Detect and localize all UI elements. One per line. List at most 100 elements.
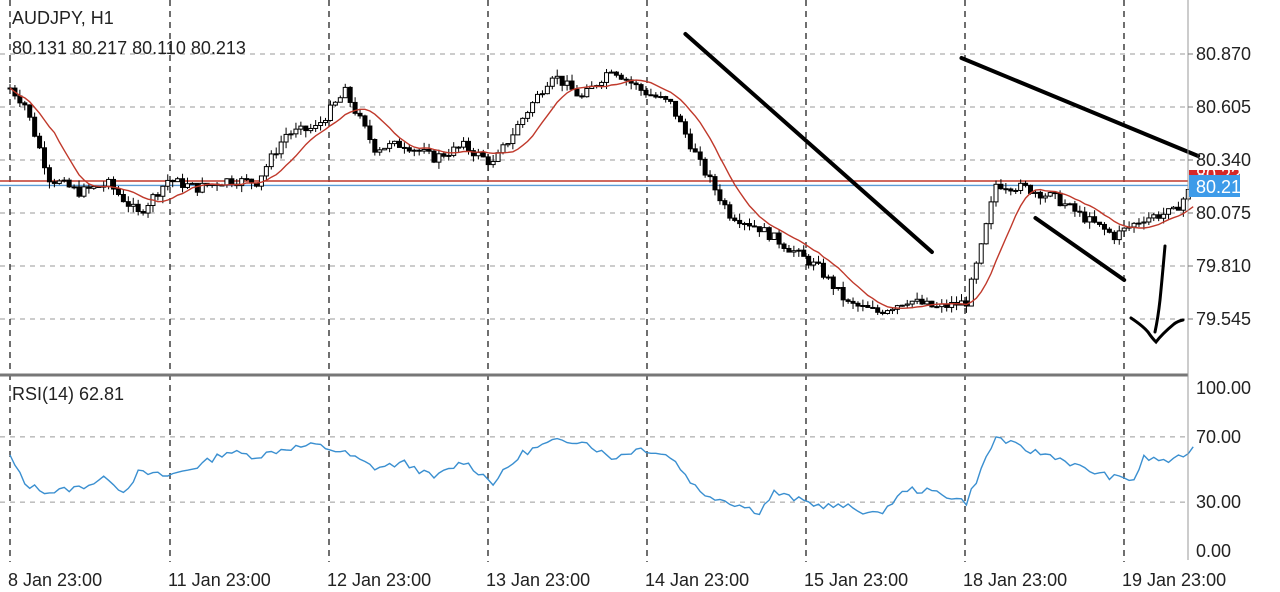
candle-body xyxy=(145,205,151,214)
candle-body xyxy=(76,186,82,197)
rsi-label: RSI(14) 62.81 xyxy=(12,384,124,404)
price-tick-label: 80.870 xyxy=(1196,44,1251,64)
moving-average-line xyxy=(9,79,1194,310)
candle-body xyxy=(332,101,338,106)
candle-body xyxy=(451,146,457,156)
candle-body xyxy=(904,303,910,306)
candle-body xyxy=(22,102,28,106)
candle-body xyxy=(653,94,659,98)
candle-body xyxy=(968,278,974,307)
candle-body xyxy=(1062,203,1068,207)
time-axis-label: 11 Jan 23:00 xyxy=(168,570,271,590)
candle-body xyxy=(673,100,679,117)
candle-body xyxy=(357,112,363,117)
rsi-series-line xyxy=(9,436,1194,516)
candle-body xyxy=(648,94,654,97)
candle-body xyxy=(1087,216,1093,223)
candle-body xyxy=(633,82,639,86)
candle-body xyxy=(278,141,284,155)
candle-body xyxy=(465,140,471,152)
rsi-tick-label: 70.00 xyxy=(1196,427,1241,447)
candle-body xyxy=(342,86,348,99)
candle-body xyxy=(914,298,920,302)
candle-body xyxy=(909,300,915,305)
candle-body xyxy=(993,183,999,203)
price-tick-label: 80.605 xyxy=(1196,97,1251,117)
candle-body xyxy=(1097,221,1103,225)
candle-body xyxy=(1008,188,1014,192)
candle-body xyxy=(1067,203,1073,206)
candle-body xyxy=(485,156,491,166)
candle-body xyxy=(268,153,274,168)
candle-body xyxy=(958,300,964,306)
candle-body xyxy=(924,300,930,305)
candle-body xyxy=(1116,230,1122,241)
candle-body xyxy=(668,98,674,102)
candle-body xyxy=(51,181,57,184)
candle-body xyxy=(791,250,797,253)
candle-body xyxy=(1151,214,1157,219)
candle-body xyxy=(1032,191,1038,194)
candle-body xyxy=(1092,216,1098,223)
candle-body xyxy=(56,180,62,184)
candle-body xyxy=(1180,198,1186,211)
candle-body xyxy=(441,153,447,157)
candle-body xyxy=(830,276,836,290)
candle-body xyxy=(495,152,501,162)
price-tick-label: 80.340 xyxy=(1196,150,1251,170)
time-axis-label: 12 Jan 23:00 xyxy=(327,570,431,590)
price-tick-label: 79.545 xyxy=(1196,309,1251,329)
rsi-tick-label: 30.00 xyxy=(1196,492,1241,512)
candle-body xyxy=(880,311,886,315)
candle-body xyxy=(111,178,117,190)
candle-body xyxy=(392,140,398,145)
trendline xyxy=(683,32,934,254)
candle-body xyxy=(456,146,462,149)
time-axis: 8 Jan 23:00 11 Jan 23:00 12 Jan 23:00 13 Ja… xyxy=(8,570,1226,590)
trendline xyxy=(1033,216,1127,282)
candle-body xyxy=(520,117,526,126)
candle-body xyxy=(845,299,851,302)
candle-body xyxy=(327,104,333,121)
candle-body xyxy=(692,148,698,153)
candle-body xyxy=(377,149,383,153)
candle-body xyxy=(727,204,733,219)
candle-body xyxy=(115,188,121,195)
time-axis-label: 15 Jan 23:00 xyxy=(804,570,908,590)
candle-body xyxy=(756,226,762,233)
candle-body xyxy=(1111,231,1117,241)
candle-body xyxy=(446,154,452,157)
candle-body xyxy=(1146,217,1152,223)
candle-body xyxy=(1161,213,1167,219)
candle-body xyxy=(998,183,1004,190)
candle-body xyxy=(682,121,688,135)
candle-body xyxy=(786,247,792,253)
time-axis-label: 14 Jan 23:00 xyxy=(645,570,749,590)
candle-body xyxy=(1023,182,1029,186)
candle-body xyxy=(480,152,486,158)
candle-body xyxy=(505,143,511,146)
candle-body xyxy=(702,158,708,176)
candle-body xyxy=(978,243,984,264)
candle-body xyxy=(1082,211,1088,223)
ohlc-label: 80.131 80.217 80.110 80.213 xyxy=(12,38,246,58)
candle-body xyxy=(855,302,861,307)
candle-body xyxy=(416,149,422,152)
candle-body xyxy=(42,147,48,169)
candle-body xyxy=(1170,206,1176,210)
candle-body xyxy=(184,183,190,188)
candle-body xyxy=(919,298,925,305)
rsi-tick-label: 0.00 xyxy=(1196,541,1231,561)
candle-body xyxy=(71,186,77,189)
candle-body xyxy=(525,112,531,119)
time-axis-label: 8 Jan 23:00 xyxy=(8,570,102,590)
candle-body xyxy=(608,71,614,74)
candle-body xyxy=(411,149,417,152)
candle-body xyxy=(288,133,294,136)
candle-body xyxy=(761,227,767,233)
candle-body xyxy=(421,148,427,152)
candle-body xyxy=(1175,206,1181,211)
candle-body xyxy=(1072,203,1078,212)
candle-body xyxy=(224,178,230,186)
candle-body xyxy=(535,93,541,104)
